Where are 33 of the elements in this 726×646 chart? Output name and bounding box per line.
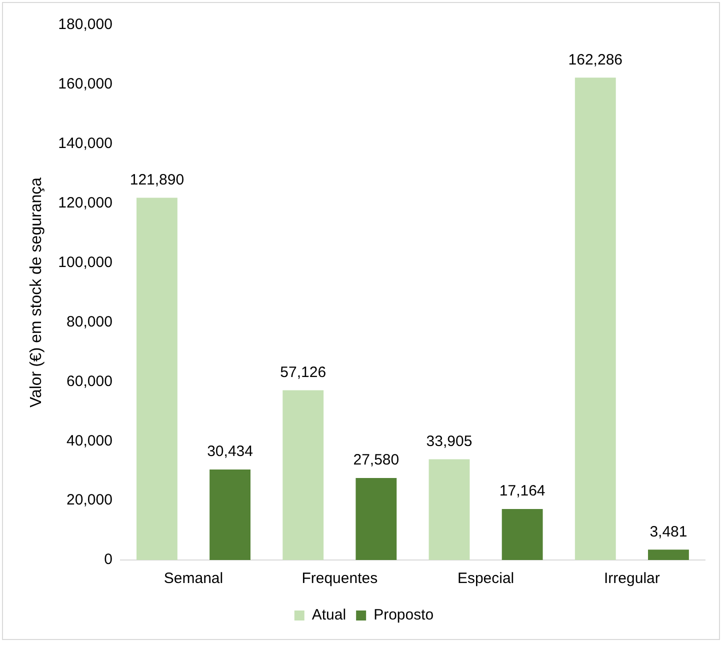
y-tick-label: 80,000: [66, 313, 112, 330]
legend-label: Proposto: [374, 606, 434, 624]
x-tick-label: Irregular: [604, 570, 660, 588]
data-label: 33,905: [426, 432, 472, 450]
y-tick-label: 60,000: [66, 372, 112, 390]
y-tick-label: 140,000: [58, 135, 112, 152]
y-tick-label: 180,000: [58, 16, 112, 34]
y-tick-label: 160,000: [58, 76, 112, 93]
legend-label: Atual: [312, 606, 346, 624]
data-label: 57,126: [280, 364, 326, 381]
data-label: 121,890: [130, 171, 184, 188]
bar: [210, 470, 250, 560]
bar: [282, 390, 324, 560]
y-tick-label: 0: [104, 551, 112, 568]
data-label: 3,481: [650, 523, 688, 540]
x-tick-label: Especial: [457, 570, 514, 588]
bar: [428, 459, 470, 560]
bar: [648, 550, 689, 560]
y-tick-label: 100,000: [58, 254, 112, 271]
bar: [502, 508, 543, 560]
bar: [356, 478, 397, 560]
data-label: 27,580: [353, 452, 400, 469]
data-label: 162,286: [568, 51, 623, 68]
x-tick-label: Frequentes: [302, 570, 378, 588]
y-axis-title: Valor (€) em stock de segurança: [28, 177, 46, 408]
y-tick-label: 120,000: [58, 194, 112, 212]
y-tick-label: 40,000: [66, 432, 112, 450]
data-label: 30,434: [207, 443, 253, 460]
x-tick-label: Semanal: [164, 570, 224, 588]
bar: [574, 78, 616, 560]
y-tick-label: 20,000: [66, 492, 112, 509]
data-label: 17,164: [499, 482, 546, 500]
bar: [136, 198, 178, 560]
